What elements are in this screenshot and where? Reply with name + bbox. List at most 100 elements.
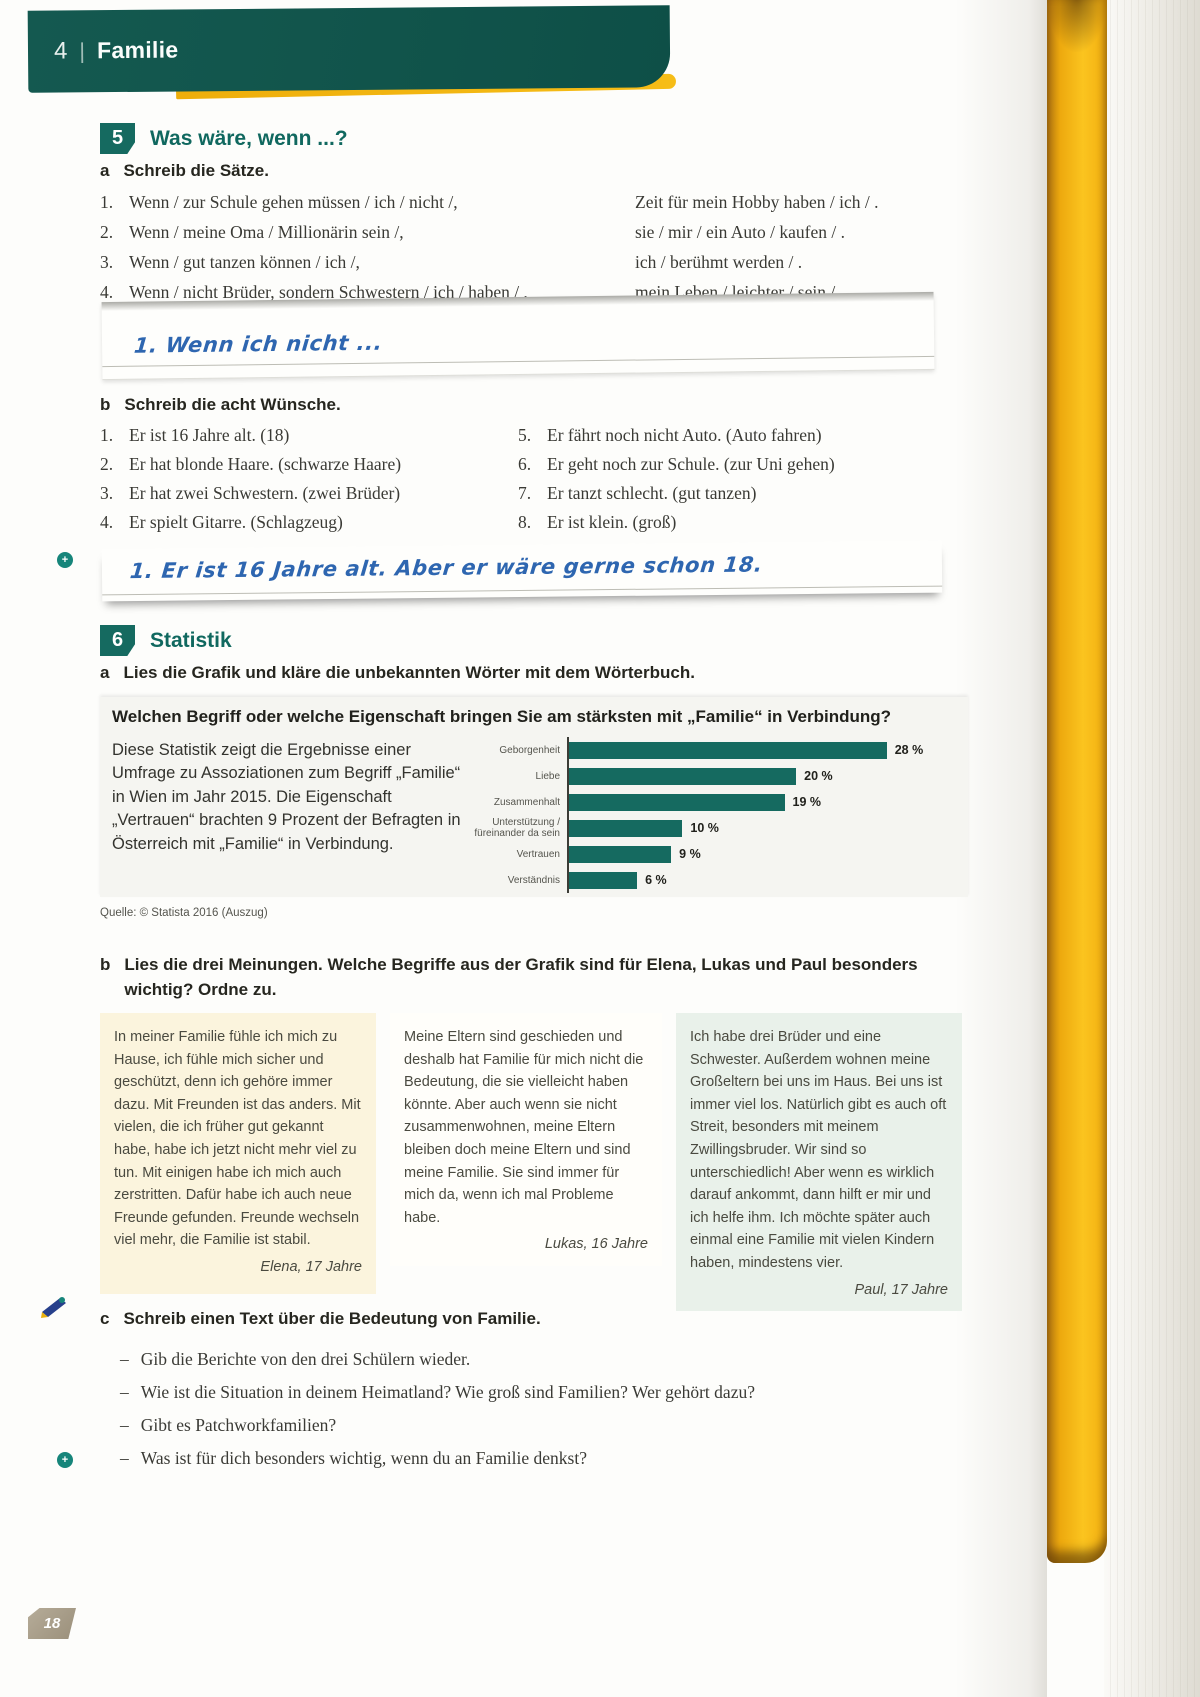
item-text: Er geht noch zur Schule. (zur Uni gehen) — [547, 454, 835, 474]
item-number: 4. — [100, 512, 114, 532]
page-content: 5 Was wäre, wenn ...? a Schreib die Sätz… — [100, 115, 968, 1595]
item-text: Er hat zwei Schwestern. (zwei Brüder) — [129, 483, 401, 503]
item-text: Wenn / gut tanzen können / ich /, — [129, 252, 360, 272]
item-text: Wenn / zur Schule gehen müssen / ich / n… — [129, 192, 458, 212]
bar-row: Zusammenhalt 19 % — [468, 789, 956, 815]
chapter-divider: | — [79, 38, 86, 64]
opinion-box-lukas: Meine Eltern sind geschieden und deshalb… — [390, 1013, 662, 1267]
bullet-item: – Wie ist die Situation in deinem Heimatl… — [120, 1376, 968, 1409]
item-text: Er spielt Gitarre. (Schlagzeug) — [129, 512, 343, 532]
item-number: 2. — [100, 454, 114, 474]
exercise-6-badge: 6 — [100, 625, 135, 656]
ruled-line — [102, 368, 935, 381]
item-number: 8. — [518, 512, 532, 532]
pen-icon — [41, 1297, 66, 1318]
item-number: 2. — [100, 222, 114, 242]
list-item: 5. Er fährt noch nicht Auto. (Auto fahren… — [518, 421, 968, 450]
list-item: 6. Er geht noch zur Schule. (zur Uni gehe… — [518, 450, 968, 479]
item-text: ich / berühmt werden / . — [635, 252, 803, 272]
bar-row: Verständnis 6 % — [468, 867, 956, 893]
bar-value-label: 10 % — [690, 821, 719, 835]
item-number: 5. — [518, 425, 532, 445]
item-text: Er hat blonde Haare. (schwarze Haare) — [129, 454, 402, 474]
opinion-box-paul: Ich habe drei Brüder und eine Schwester.… — [676, 1013, 962, 1312]
bar-category-label: Unterstützung / füreinander da sein — [474, 817, 560, 839]
book-spine-shadow — [1047, 0, 1107, 52]
item-text: Wenn / nicht Brüder, sondern Schwestern … — [129, 282, 528, 302]
list-column-right: 5. Er fährt noch nicht Auto. (Auto fahren… — [518, 421, 968, 537]
item-number: 4. — [100, 282, 114, 302]
item-number: 7. — [518, 483, 532, 503]
chapter-number: 4 — [53, 37, 68, 65]
opinion-author: Elena, 17 Jahre — [260, 1259, 362, 1276]
list-item: 3. Wenn / gut tanzen können / ich /, ich … — [100, 247, 968, 277]
exercise-5a-letter: a — [100, 161, 110, 180]
list-column-left: 1. Er ist 16 Jahre alt. (18) 2. Er hat blo… — [100, 421, 518, 537]
exercise-6a-instruction: a Lies die Grafik und kläre die unbekann… — [100, 661, 695, 686]
list-item: 3. Er hat zwei Schwestern. (zwei Brüder) — [100, 479, 518, 508]
dash: – — [120, 1349, 129, 1369]
exercise-6-title: Statistik — [150, 628, 232, 652]
exercise-5-header: 5 Was wäre, wenn ...? — [100, 123, 348, 154]
exercise-5-title: Was wäre, wenn ...? — [150, 126, 348, 150]
bar-track: 20 % — [567, 763, 956, 789]
item-number: 3. — [100, 252, 114, 272]
list-item: 2. Wenn / meine Oma / Millionärin sein /,… — [100, 217, 968, 247]
ruled-line — [102, 585, 943, 596]
bullet-text: Gib die Berichte von den drei Schülern w… — [140, 1349, 471, 1369]
bar-value-label: 6 % — [645, 873, 667, 887]
writing-lines-paper: 1. Wenn ich nicht ... — [101, 291, 935, 381]
bar-value-label: 9 % — [679, 847, 701, 861]
chart-intro-text: Diese Statistik zeigt die Ergebnisse ein… — [112, 741, 461, 853]
list-item: 1. Wenn / zur Schule gehen müssen / ich /… — [100, 187, 968, 217]
bar-value-label: 28 % — [894, 743, 924, 757]
exercise-6a-letter: a — [100, 663, 110, 682]
bullet-item: – Gib die Berichte von den drei Schülern … — [120, 1343, 968, 1376]
bar-track: 10 % — [567, 815, 956, 841]
list-item: 2. Er hat blonde Haare. (schwarze Haare) — [100, 450, 518, 479]
item-text: Er tanzt schlecht. (gut tanzen) — [547, 483, 757, 503]
bar-chart: Geborgenheit 28 % Liebe 20 % Zusammenhalt 19 … — [468, 737, 956, 893]
task-marker-icon: + — [57, 1452, 73, 1468]
opinion-text: Ich habe drei Brüder und eine Schwester.… — [690, 1029, 947, 1272]
bar-row: Vertrauen 9 % — [468, 841, 956, 867]
list-item: 1. Er ist 16 Jahre alt. (18) — [100, 421, 518, 450]
bar-category-label: Geborgenheit — [499, 744, 560, 756]
handwritten-example: 1. Er ist 16 Jahre alt. Aber er wäre ger… — [128, 552, 764, 584]
dash: – — [120, 1382, 129, 1402]
item-text: Er fährt noch nicht Auto. (Auto fahren) — [547, 425, 822, 445]
exercise-5a-list: 1. Wenn / zur Schule gehen müssen / ich /… — [100, 187, 968, 307]
bar — [569, 819, 683, 837]
chart-title: Welchen Begriff oder welche Eigenschaft … — [112, 707, 892, 726]
exercise-5a-instruction-text: Schreib die Sätze. — [123, 161, 269, 180]
bullet-item: – Gibt es Patchworkfamilien? — [120, 1409, 968, 1442]
opinion-text: Meine Eltern sind geschieden und deshalb… — [404, 1029, 644, 1226]
chapter-title: Familie — [96, 36, 179, 64]
item-text: Zeit für mein Hobby haben / ich / . — [635, 192, 879, 212]
statistic-panel: Welchen Begriff oder welche Eigenschaft … — [100, 697, 968, 897]
bullet-text: Gibt es Patchworkfamilien? — [140, 1415, 337, 1435]
item-number: 1. — [100, 425, 114, 445]
bar — [569, 767, 797, 785]
exercise-6c-instruction: c Schreib einen Text über die Bedeutung … — [100, 1307, 541, 1332]
item-number: 1. — [100, 192, 114, 212]
bar — [569, 871, 638, 889]
bar-row: Unterstützung / füreinander da sein 10 % — [468, 815, 956, 841]
ruled-line — [102, 355, 935, 368]
bar — [569, 741, 887, 759]
dash: – — [120, 1415, 129, 1435]
item-text: Wenn / meine Oma / Millionärin sein /, — [129, 222, 404, 242]
chapter-header-band: 4 | Familie — [27, 5, 671, 93]
exercise-5a-instruction: a Schreib die Sätze. — [100, 159, 269, 184]
exercise-6-header: 6 Statistik — [100, 625, 232, 656]
chart-source: Quelle: © Statista 2016 (Auszug) — [100, 907, 268, 919]
list-item: 4. Er spielt Gitarre. (Schlagzeug) — [100, 508, 518, 537]
page-stack-edge — [1104, 0, 1200, 1697]
bar-track: 9 % — [567, 841, 956, 867]
opinion-boxes: In meiner Familie fühle ich mich zu Haus… — [100, 1013, 968, 1312]
bar-row: Liebe 20 % — [468, 763, 956, 789]
item-number: 6. — [518, 454, 532, 474]
exercise-5b-instruction-text: Schreib die acht Wünsche. — [124, 395, 341, 414]
bar-category-label: Verständnis — [507, 874, 560, 886]
